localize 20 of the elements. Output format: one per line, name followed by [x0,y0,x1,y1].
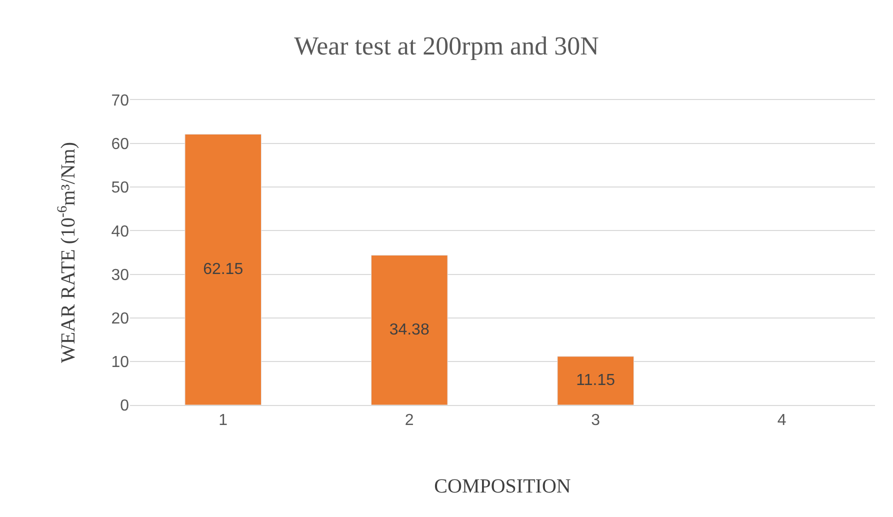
y-tick-label: 70 [111,92,130,110]
bar [370,254,448,405]
data-label: 11.15 [576,372,616,390]
y-tick-label: 30 [111,266,130,284]
x-axis-title: COMPOSITION [434,476,571,498]
y-tick-label: 40 [111,223,130,240]
y-tick-label: 50 [111,180,130,197]
x-tick-label: 2 [404,412,414,430]
data-label: 34.38 [389,322,430,339]
bar [184,134,262,405]
y-tick-label: 60 [111,136,130,154]
y-tick-label: 20 [111,310,130,328]
y-tick-label: 10 [111,354,130,372]
bar [557,356,634,405]
x-tick-label: 4 [777,412,786,430]
x-tick-label: 3 [591,412,600,430]
data-label: 62.15 [203,261,244,278]
x-tick-label: 1 [218,412,228,430]
chart-title: Wear test at 200rpm and 30N [294,31,600,60]
y-tick-label: 0 [120,398,130,415]
